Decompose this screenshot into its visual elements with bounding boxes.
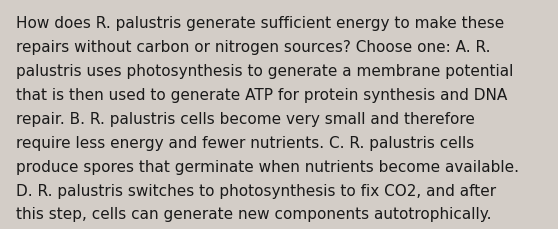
Text: repair. B. R. palustris cells become very small and therefore: repair. B. R. palustris cells become ver… [16, 111, 474, 126]
Text: repairs without carbon or nitrogen sources? Choose one: A. R.: repairs without carbon or nitrogen sourc… [16, 40, 490, 55]
Text: produce spores that germinate when nutrients become available.: produce spores that germinate when nutri… [16, 159, 518, 174]
Text: require less energy and fewer nutrients. C. R. palustris cells: require less energy and fewer nutrients.… [16, 135, 474, 150]
Text: How does R. palustris generate sufficient energy to make these: How does R. palustris generate sufficien… [16, 16, 504, 31]
Text: this step, cells can generate new components autotrophically.: this step, cells can generate new compon… [16, 207, 491, 221]
Text: palustris uses photosynthesis to generate a membrane potential: palustris uses photosynthesis to generat… [16, 64, 513, 79]
Text: D. R. palustris switches to photosynthesis to fix CO2, and after: D. R. palustris switches to photosynthes… [16, 183, 496, 198]
Text: that is then used to generate ATP for protein synthesis and DNA: that is then used to generate ATP for pr… [16, 87, 507, 102]
